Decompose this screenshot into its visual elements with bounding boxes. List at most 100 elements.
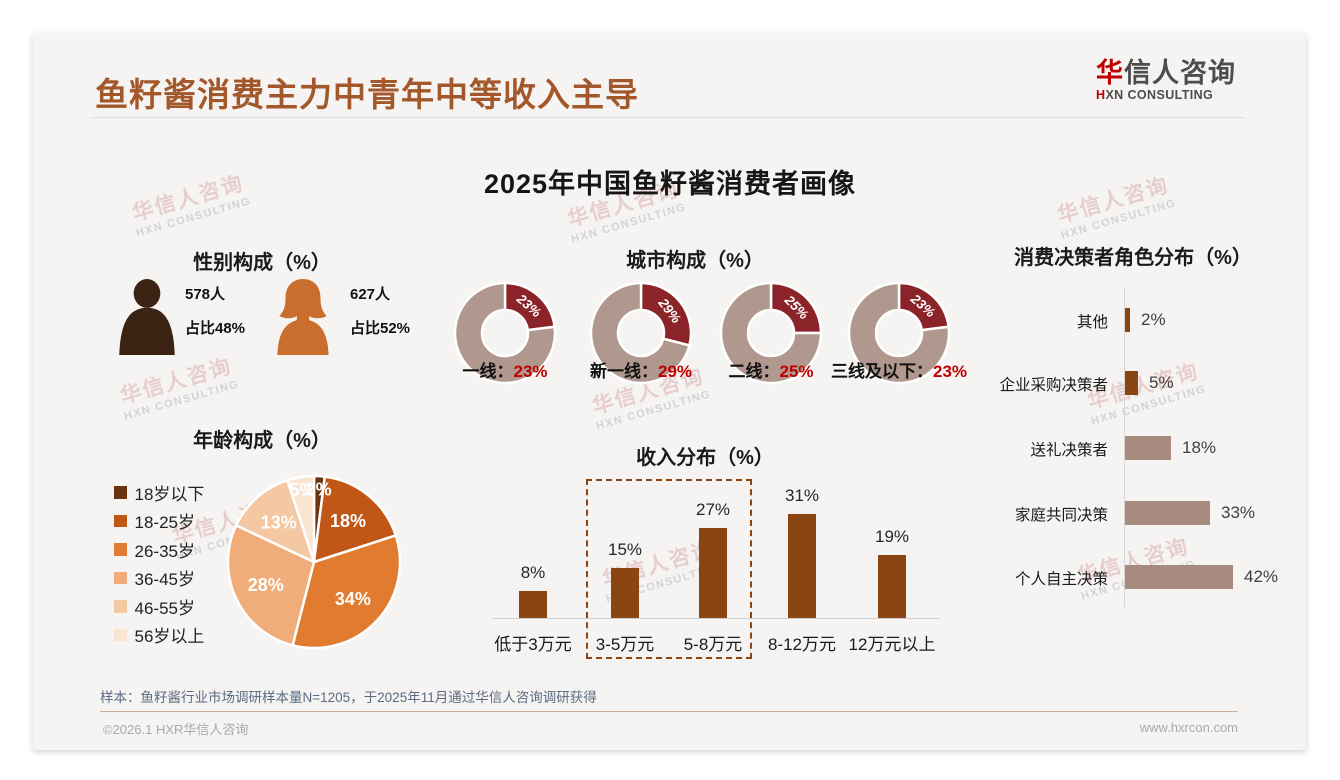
- legend-item: 18岁以下: [114, 478, 204, 507]
- decision-bar: [1125, 308, 1130, 332]
- decision-bar-label: 个人自主决策: [1014, 571, 1108, 588]
- bar-baseline: [492, 618, 940, 619]
- income-bar-label: 12万元以上: [848, 635, 936, 654]
- footer-copyright: ©2026.1 HXR华信人咨询: [103, 722, 249, 737]
- legend-swatch: [114, 486, 127, 499]
- gender-section-title: 性别构成（%）: [193, 252, 331, 274]
- decision-bar-value: 33%: [1221, 503, 1256, 522]
- donut-caption-name: 二线：: [728, 362, 780, 381]
- pie-slice-label: 34%: [335, 589, 371, 609]
- footer-divider: [100, 711, 1238, 712]
- decision-bar: [1125, 565, 1233, 589]
- income-section-title: 收入分布（%）: [636, 447, 774, 469]
- decision-bar-label: 企业采购决策者: [999, 377, 1108, 394]
- donut-rest-slice: [589, 281, 691, 385]
- decision-bar-value: 5%: [1149, 373, 1174, 392]
- legend-label: 18岁以下: [134, 484, 205, 504]
- pie-slice-label: 28%: [248, 575, 284, 595]
- pie-slice-label: 2%: [306, 479, 332, 499]
- decision-bar-value: 18%: [1182, 438, 1217, 457]
- donut-caption-value: 25%: [779, 362, 814, 381]
- donut-caption-name: 三线及以下：: [830, 362, 933, 381]
- income-bar-value: 8%: [520, 563, 546, 582]
- donut-chart: 23%: [453, 281, 557, 385]
- income-bar-value: 15%: [607, 540, 643, 559]
- donut-caption: 二线：25%: [691, 357, 851, 382]
- infographic-title: 2025年中国鱼籽酱消费者画像: [483, 169, 857, 199]
- footer-url: www.hxrcon.com: [1139, 720, 1238, 735]
- legend-swatch: [114, 600, 127, 613]
- income-bar-value: 19%: [874, 527, 910, 546]
- income-bar-label: 8-12万元: [767, 635, 837, 654]
- income-bar: [611, 568, 639, 618]
- income-bar: [699, 528, 727, 618]
- pie-slice: [234, 478, 316, 564]
- pie-slice: [291, 534, 402, 650]
- legend-item: 26-35岁: [114, 535, 204, 564]
- donut-chart: 29%: [589, 281, 693, 385]
- income-bar-label: 低于3万元: [494, 635, 572, 654]
- female-icon: [277, 279, 329, 355]
- legend-swatch: [114, 628, 127, 641]
- male-icon: [119, 279, 175, 355]
- donut-caption: 一线：23%: [425, 357, 585, 382]
- donut-caption: 新一线：29%: [561, 357, 721, 382]
- female-share: 占比52%: [350, 320, 411, 337]
- donut-rest-slice: [719, 281, 823, 385]
- decision-bar-label: 其他: [1076, 314, 1108, 331]
- legend-swatch: [114, 571, 127, 584]
- donut-rest-slice: [847, 281, 951, 385]
- pie-slice-label: 13%: [261, 512, 297, 532]
- report-card: [33, 33, 1306, 750]
- legend-label: 26-35岁: [134, 541, 195, 561]
- decision-bar: [1125, 436, 1171, 460]
- legend-swatch: [114, 543, 127, 556]
- pie-chart: 2% 18% 34% 28% 13% 5%: [226, 474, 402, 650]
- age-legend: 18岁以下 18-25岁 26-35岁 36-45岁 46-55岁 56岁以上: [114, 478, 204, 649]
- page-title: 鱼籽酱消费主力中青年中等收入主导: [95, 76, 639, 113]
- highlight-dashed-box: [586, 479, 752, 659]
- male-share: 占比48%: [185, 320, 246, 337]
- decision-bar-label: 家庭共同决策: [1014, 507, 1108, 524]
- header-divider: [90, 117, 1245, 118]
- legend-item: 46-55岁: [114, 592, 204, 621]
- donut-chart: 23%: [847, 281, 951, 385]
- legend-label: 18-25岁: [134, 513, 195, 533]
- decision-bar: [1125, 371, 1138, 395]
- pie-slice-label: 18%: [330, 511, 366, 531]
- brand-logo-en: HXN CONSULTING: [1096, 88, 1214, 102]
- donut-caption-value: 23%: [932, 362, 968, 381]
- city-section-title: 城市构成（%）: [626, 250, 764, 272]
- legend-item: 36-45岁: [114, 564, 204, 593]
- donut-caption: 三线及以下：23%: [819, 357, 979, 382]
- income-bar-label: 5-8万元: [683, 635, 743, 654]
- income-bar-label: 3-5万元: [595, 635, 655, 654]
- legend-item: 18-25岁: [114, 507, 204, 536]
- decision-bar-value: 2%: [1141, 310, 1166, 329]
- legend-item: 56岁以上: [114, 621, 204, 650]
- decision-bar-label: 送礼决策者: [1030, 442, 1108, 459]
- legend-swatch: [114, 514, 127, 527]
- donut-caption-name: 新一线：: [589, 362, 658, 381]
- brand-logo-cn: 华信人咨询: [1096, 58, 1236, 88]
- donut-caption-name: 一线：: [462, 362, 514, 381]
- income-bar-value: 31%: [784, 486, 820, 505]
- income-bar-value: 27%: [695, 500, 731, 519]
- decision-bar-value: 42%: [1244, 567, 1279, 586]
- decision-bar: [1125, 501, 1210, 525]
- donut-slice: [639, 281, 693, 347]
- donut-caption-value: 23%: [513, 362, 548, 381]
- income-bar: [519, 591, 547, 618]
- income-bar: [878, 555, 906, 618]
- age-section-title: 年龄构成（%）: [193, 430, 331, 452]
- brand-logo: 华信人咨询 HXN CONSULTING: [1096, 58, 1248, 103]
- hbar-axis: [1124, 287, 1125, 607]
- pie-slice-label: 5%: [290, 480, 316, 500]
- pie-slice: [226, 524, 316, 647]
- decision-section-title: 消费决策者角色分布（%）: [1014, 247, 1252, 269]
- legend-label: 56岁以上: [134, 627, 205, 647]
- sample-note: 样本：鱼籽酱行业市场调研样本量N=1205，于2025年11月通过华信人咨询调研…: [100, 690, 597, 705]
- male-count: 578人: [185, 286, 226, 303]
- legend-label: 36-45岁: [134, 570, 195, 590]
